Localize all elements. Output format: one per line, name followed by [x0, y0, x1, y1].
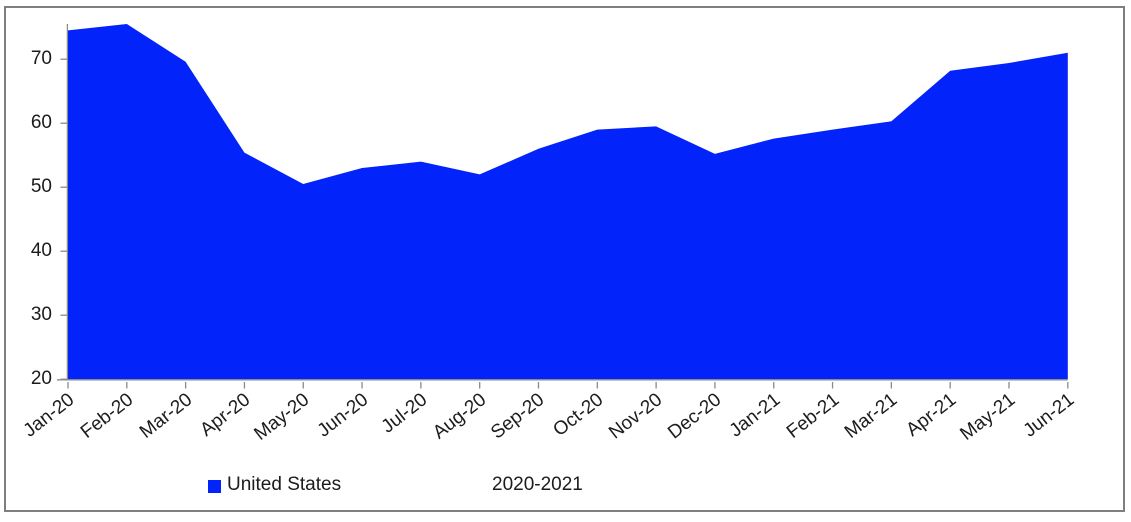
- y-axis-tick-label: 60: [30, 112, 52, 134]
- y-axis-tick-label: 30: [30, 304, 52, 326]
- legend-swatch-united-states: [208, 480, 221, 493]
- y-axis-tick-label: 50: [30, 176, 52, 198]
- legend-label-united-states: United States: [227, 474, 342, 495]
- chart-annotation-period: 2020-2021: [492, 474, 583, 495]
- y-axis-tick-label: 40: [30, 240, 52, 262]
- y-axis-tick-label: 70: [30, 48, 52, 70]
- y-axis-tick-label: 20: [30, 368, 52, 390]
- series-area-united-states: [68, 24, 1068, 380]
